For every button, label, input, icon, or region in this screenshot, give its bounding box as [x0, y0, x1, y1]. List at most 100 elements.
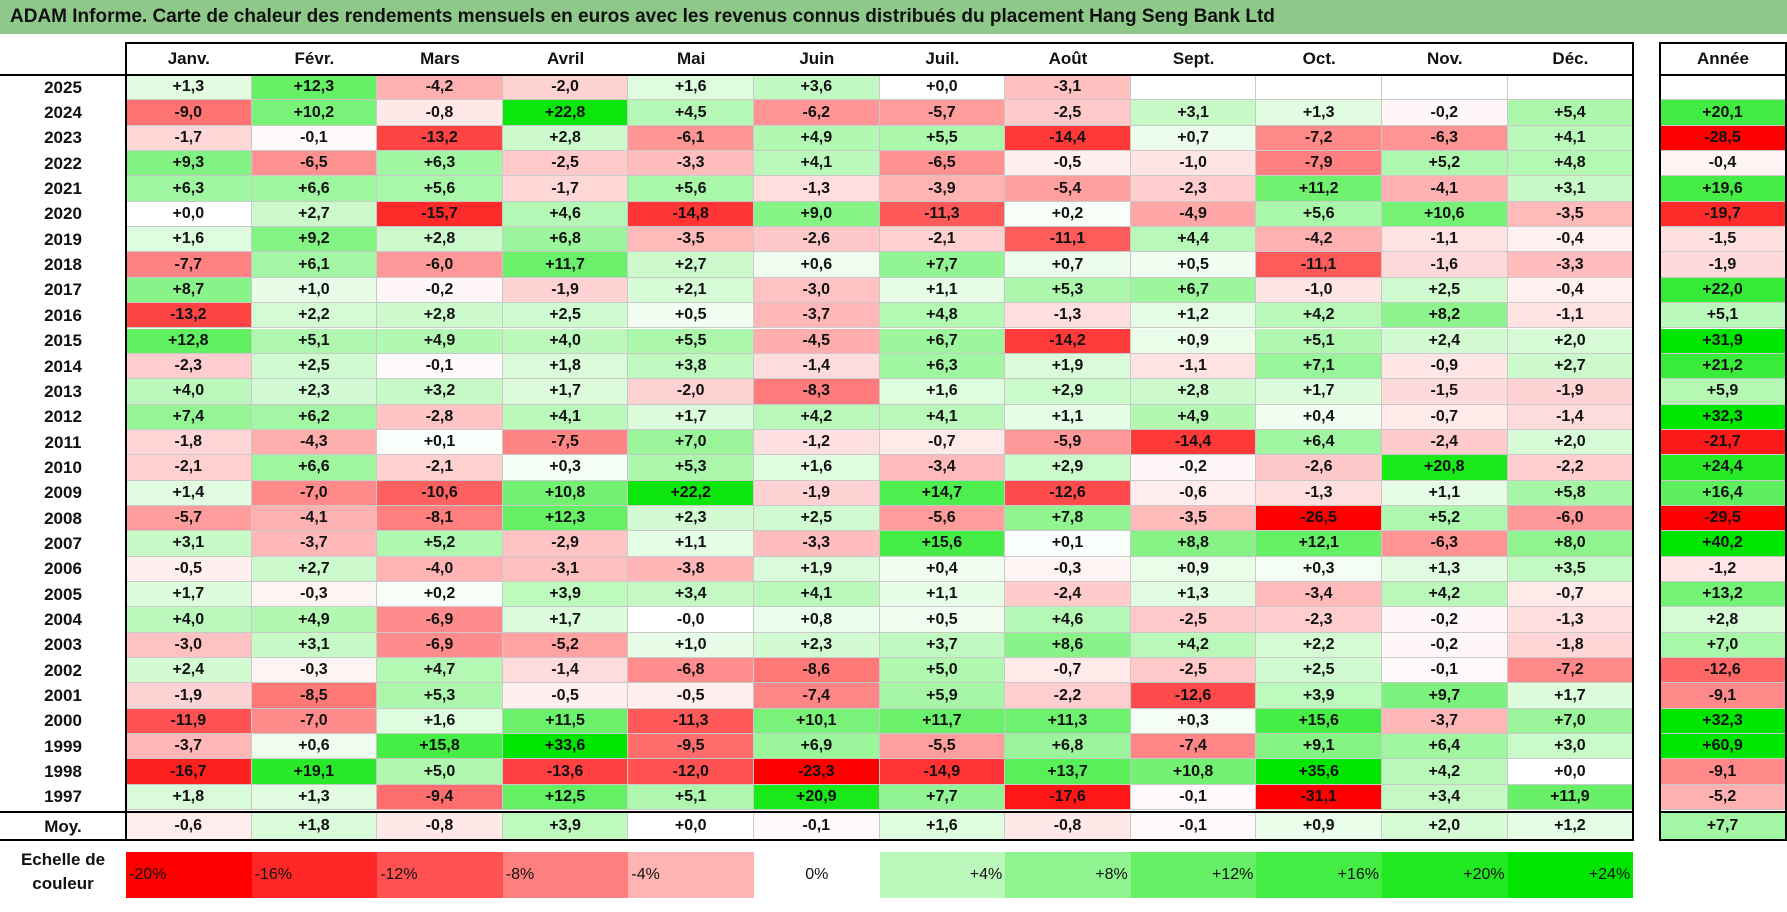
heatmap-cell: +9,7	[1382, 683, 1508, 709]
average-cell: -0,6	[126, 813, 252, 841]
heatmap-cell: +1,7	[1507, 683, 1634, 709]
heatmap-cell: +12,3	[251, 75, 378, 101]
heatmap-cell: -4,5	[754, 328, 880, 354]
heatmap-cell: +33,6	[502, 734, 629, 760]
heatmap-cell: -0,8	[377, 100, 503, 126]
heatmap-cell: +1,1	[879, 582, 1006, 608]
heatmap-cell: -0,7	[1507, 582, 1634, 608]
heatmap-cell: -3,3	[1507, 252, 1634, 278]
heatmap-cell: +0,3	[1130, 708, 1257, 735]
year-label: 2025	[44, 77, 82, 97]
month-header: Juin	[799, 48, 835, 68]
heatmap-cell: -7,2	[1507, 658, 1634, 684]
heatmap-cell: +6,4	[1256, 429, 1382, 456]
heatmap-cell: +3,7	[879, 632, 1006, 659]
heatmap-cell: +3,1	[251, 632, 378, 659]
heatmap-cell: +4,8	[1507, 151, 1634, 177]
average-cell: -0,8	[377, 813, 503, 841]
average-bottom-rule	[0, 839, 1635, 842]
heatmap-cell: -6,3	[1382, 531, 1508, 557]
heatmap-cell: +11,7	[879, 708, 1006, 735]
heatmap-cell: +3,4	[1382, 784, 1508, 811]
heatmap-cell: -1,0	[1130, 151, 1257, 177]
heatmap-cell: +6,8	[502, 227, 629, 253]
heatmap-cell: -0,0	[628, 607, 754, 633]
heatmap-cell: -2,5	[502, 151, 629, 177]
heatmap-cell: -14,2	[1005, 328, 1131, 354]
heatmap-cell: +0,3	[502, 455, 629, 481]
heatmap-cell: -0,5	[628, 683, 754, 709]
average-cell: +0,9	[1256, 813, 1382, 841]
annual-cell: +40,2	[1660, 531, 1786, 557]
heatmap-cell: -3,4	[879, 455, 1006, 481]
heatmap-cell: +0,7	[1005, 252, 1131, 278]
heatmap-cell: -7,9	[1256, 151, 1382, 177]
heatmap-cell: +2,8	[377, 303, 503, 329]
annual-cell: -9,1	[1660, 683, 1786, 709]
heatmap-cell: +9,3	[126, 151, 252, 177]
heatmap-cell: -2,0	[502, 75, 629, 101]
heatmap-cell: -0,7	[1382, 404, 1508, 430]
color-scale-swatch: -8%	[502, 852, 629, 898]
average-cell: +1,8	[251, 813, 378, 841]
heatmap-cell	[1130, 75, 1257, 101]
heatmap-cell: -6,2	[754, 100, 880, 126]
year-label: 2007	[44, 533, 82, 553]
heatmap-cell: +1,9	[1005, 353, 1131, 380]
heatmap-cell: +4,1	[754, 582, 880, 608]
average-annual-cell: +7,7	[1660, 813, 1786, 841]
heatmap-cell: -0,1	[1130, 784, 1257, 811]
heatmap-cell: -31,1	[1256, 784, 1382, 811]
heatmap-cell: +5,5	[628, 328, 754, 354]
heatmap-cell: -0,7	[1005, 658, 1131, 684]
heatmap-cell: +7,4	[126, 404, 252, 430]
heatmap-cell: +12,3	[502, 505, 629, 532]
annual-cell: +13,2	[1660, 582, 1786, 608]
heatmap-cell: +2,9	[1005, 379, 1131, 405]
heatmap-cell: +7,0	[628, 429, 754, 456]
heatmap-cell: +4,2	[1382, 582, 1508, 608]
heatmap-cell: -3,1	[502, 556, 629, 582]
heatmap-cell: +7,0	[1507, 708, 1634, 735]
heatmap-cell: -8,1	[377, 505, 503, 532]
heatmap-cell: -14,8	[628, 201, 754, 228]
heatmap-cell: +0,7	[1130, 125, 1257, 152]
heatmap-cell: -1,7	[502, 176, 629, 202]
heatmap-cell: +5,2	[377, 531, 503, 557]
color-scale-swatch: +16%	[1256, 852, 1382, 898]
heatmap-cell: -3,5	[628, 227, 754, 253]
heatmap-cell: +8,6	[1005, 632, 1131, 659]
annual-cell: +16,4	[1660, 480, 1786, 506]
heatmap-cell: -7,7	[126, 252, 252, 278]
year-label: 2011	[44, 432, 82, 452]
heatmap-cell: -5,4	[1005, 176, 1131, 202]
year-column-header: Année	[1697, 48, 1749, 68]
heatmap-cell: +3,4	[628, 582, 754, 608]
heatmap-cell: -2,1	[126, 455, 252, 481]
heatmap-cell: -23,3	[754, 759, 880, 785]
heatmap-cell: +5,8	[1507, 480, 1634, 506]
heatmap-cell: +2,3	[251, 379, 378, 405]
heatmap-cell: +1,3	[1382, 556, 1508, 582]
heatmap-cell: -0,2	[1382, 632, 1508, 659]
heatmap-cell: +4,2	[1130, 632, 1257, 659]
heatmap-cell: +7,8	[1005, 505, 1131, 532]
heatmap-cell: -2,2	[1005, 683, 1131, 709]
year-label: 2015	[44, 331, 82, 351]
heatmap-cell: +5,6	[1256, 201, 1382, 228]
average-cell: -0,1	[754, 813, 880, 841]
heatmap-cell: -2,3	[1130, 176, 1257, 202]
heatmap-cell: -0,1	[251, 125, 378, 152]
year-label: 1999	[44, 736, 82, 756]
heatmap-cell: -3,7	[126, 734, 252, 760]
year-label: 2018	[44, 255, 82, 275]
heatmap-cell: -26,5	[1256, 505, 1382, 532]
heatmap-cell: +2,0	[1507, 328, 1634, 354]
year-label: 2021	[44, 179, 82, 199]
heatmap-cell: +4,9	[754, 125, 880, 152]
heatmap-cell: +2,8	[1130, 379, 1257, 405]
average-separator	[0, 811, 1635, 814]
heatmap-cell: -2,2	[1507, 455, 1634, 481]
heatmap-cell: +8,8	[1130, 531, 1257, 557]
heatmap-cell: -12,6	[1130, 683, 1257, 709]
